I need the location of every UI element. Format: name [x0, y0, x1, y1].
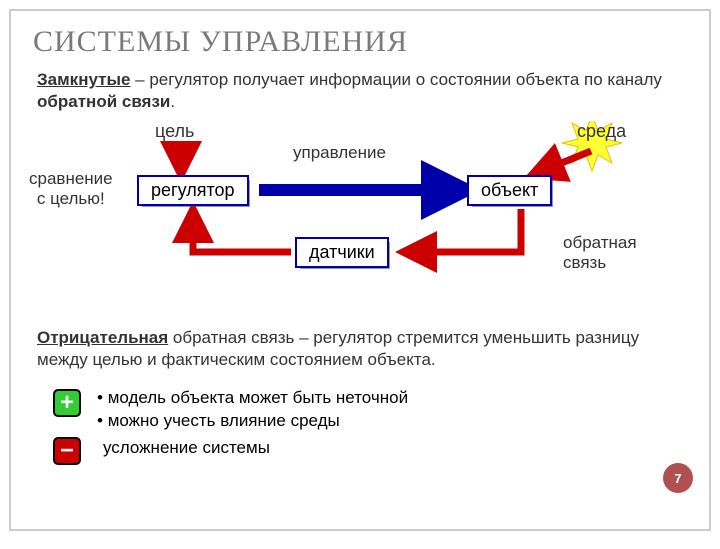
bullet-minus: усложнение системы: [97, 437, 687, 460]
label-control: управление: [293, 143, 386, 163]
label-compare: сравнение с целью!: [29, 169, 113, 209]
bullet-plus-1: • модель объекта может быть неточной: [97, 387, 687, 410]
slide-title: СИСТЕМЫ УПРАВЛЕНИЯ: [33, 25, 687, 59]
intro-paragraph: Замкнутые – регулятор получает информаци…: [33, 69, 687, 113]
label-goal: цель: [155, 121, 194, 142]
control-system-diagram: цель среда управление сравнение с целью!…: [33, 121, 687, 321]
bullet-plus-1-text: модель объекта может быть неточной: [108, 388, 408, 407]
bullet-plus-2: • можно учесть влияние среды: [97, 410, 687, 433]
label-environment: среда: [577, 121, 626, 142]
label-feedback: обратная связь: [563, 233, 637, 273]
box-sensors: датчики: [295, 237, 389, 268]
outro-keyword: Отрицательная: [37, 328, 168, 347]
bullets-block: + • модель объекта может быть неточной •…: [33, 387, 687, 460]
box-object: объект: [467, 175, 552, 206]
intro-keyword: Замкнутые: [37, 70, 130, 89]
arrow-sensors-to-regulator: [193, 215, 291, 252]
slide-frame: СИСТЕМЫ УПРАВЛЕНИЯ Замкнутые – регулятор…: [9, 9, 711, 531]
box-regulator: регулятор: [137, 175, 249, 206]
intro-suffix: обратной связи: [37, 92, 170, 111]
arrow-object-to-sensors: [409, 209, 521, 252]
minus-icon: −: [53, 437, 81, 465]
intro-tail: .: [170, 92, 175, 111]
outro-paragraph: Отрицательная обратная связь – регулятор…: [33, 327, 687, 371]
page-number-badge: 7: [663, 463, 693, 493]
arrow-env-down: [537, 151, 591, 173]
intro-middle: – регулятор получает информации о состоя…: [130, 70, 661, 89]
bullet-plus-2-text: можно учесть влияние среды: [108, 411, 340, 430]
plus-icon: +: [53, 389, 81, 417]
